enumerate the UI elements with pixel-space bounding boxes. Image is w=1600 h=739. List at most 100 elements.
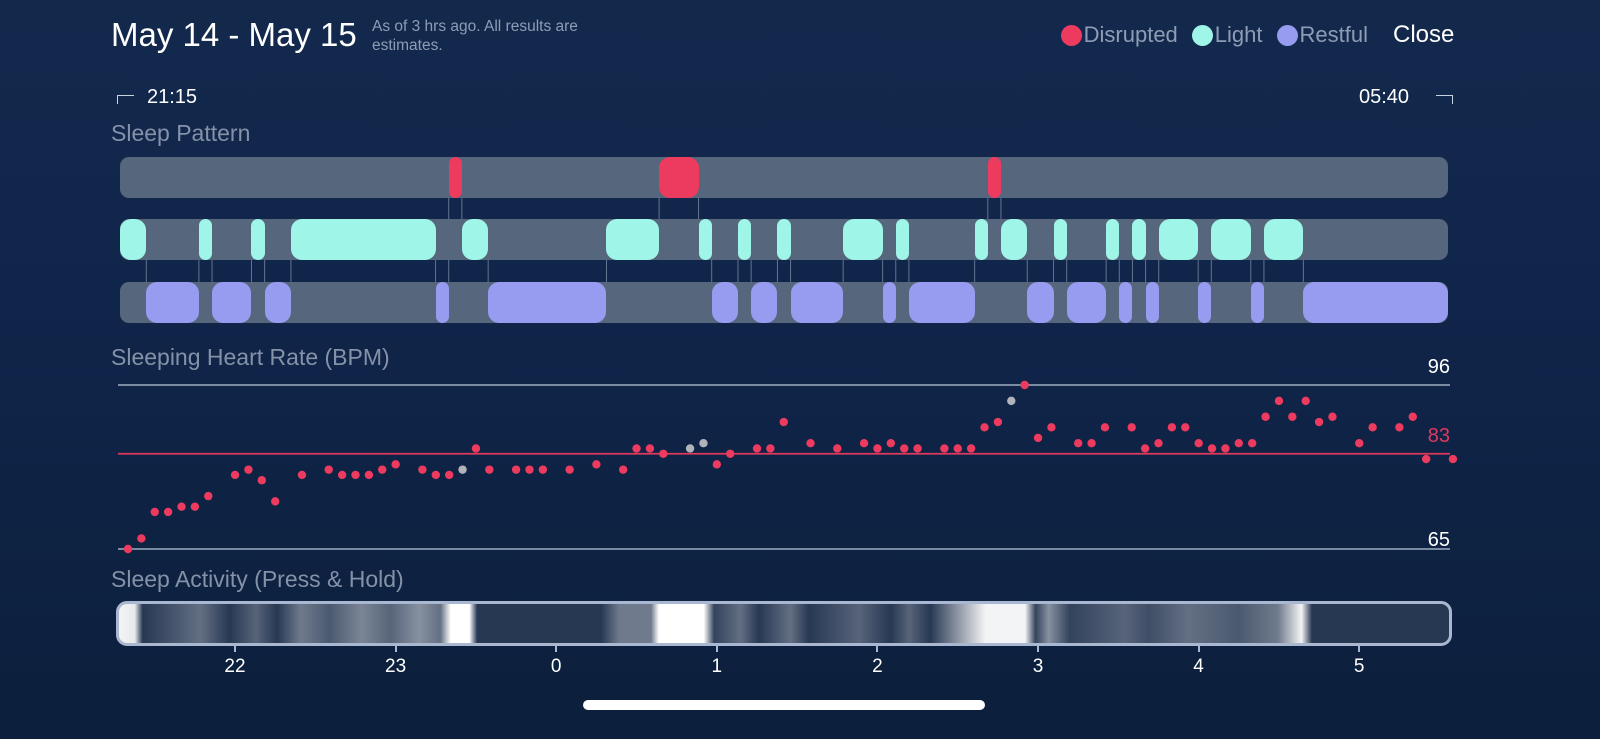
legend-restful: Restful bbox=[1276, 22, 1368, 48]
heart-rate-point bbox=[980, 423, 989, 432]
heart-rate-point bbox=[1395, 423, 1404, 432]
heart-rate-point bbox=[1047, 423, 1056, 432]
page-title: May 14 - May 15 bbox=[111, 16, 357, 53]
heart-rate-point bbox=[806, 438, 815, 448]
heart-rate-point bbox=[1181, 423, 1190, 432]
ref-label-96: 96 bbox=[1427, 356, 1450, 378]
segment-light bbox=[606, 219, 660, 260]
disrupted-track bbox=[120, 157, 1448, 198]
segment-light bbox=[777, 219, 791, 260]
heart-rate-point bbox=[592, 460, 601, 469]
heart-rate-point bbox=[752, 444, 762, 453]
legend-label: Disrupted bbox=[1083, 22, 1178, 47]
segment-restful bbox=[146, 282, 199, 323]
heart-rate-point bbox=[565, 465, 574, 474]
heart-rate-point bbox=[1007, 396, 1016, 406]
segment-light bbox=[290, 219, 436, 260]
restful-dot-icon bbox=[1276, 24, 1298, 46]
heart-rate-point bbox=[1167, 423, 1177, 432]
estimate-note: As of 3 hrs ago. All results are estimat… bbox=[372, 18, 578, 54]
heart-rate-point bbox=[418, 465, 427, 474]
segment-light bbox=[1263, 219, 1304, 260]
heart-rate-point bbox=[913, 444, 922, 453]
end-time: 05:40 bbox=[1359, 86, 1410, 108]
segment-restful bbox=[751, 282, 778, 323]
heart-rate-point bbox=[190, 502, 200, 511]
segment-light bbox=[974, 219, 988, 260]
legend-disrupted: Disrupted bbox=[1060, 22, 1178, 48]
heart-rate-point bbox=[230, 470, 240, 480]
axis-tick-label: 3 bbox=[1032, 656, 1044, 677]
segment-disrupted bbox=[987, 157, 1001, 198]
heart-rate-point bbox=[1301, 396, 1310, 406]
legend-light: Light bbox=[1191, 22, 1263, 48]
heart-rate-point bbox=[1328, 412, 1337, 421]
heart-rate-point bbox=[1247, 438, 1257, 448]
segment-light bbox=[198, 219, 213, 260]
heart-rate-point bbox=[659, 449, 668, 458]
ref-label-83: 83 bbox=[1427, 425, 1450, 447]
heart-rate-point bbox=[1448, 454, 1458, 464]
segment-restful bbox=[882, 282, 896, 323]
heart-rate-point bbox=[431, 470, 440, 480]
heart-rate-point bbox=[618, 465, 628, 474]
heart-rate-point bbox=[257, 476, 267, 485]
axis-tick bbox=[1197, 644, 1200, 652]
segment-light bbox=[895, 219, 909, 260]
segment-restful bbox=[435, 282, 449, 323]
segment-restful bbox=[1066, 282, 1107, 323]
axis-tick-label: 1 bbox=[711, 656, 723, 677]
heart-rate-point bbox=[1221, 444, 1230, 453]
close-button[interactable]: Close bbox=[1393, 21, 1455, 48]
heart-rate-title: Sleeping Heart Rate (BPM) bbox=[111, 344, 390, 370]
light-dot-icon bbox=[1191, 24, 1213, 46]
heart-rate-point bbox=[1421, 454, 1431, 464]
segment-light bbox=[1158, 219, 1199, 260]
heart-rate-point bbox=[1194, 438, 1203, 448]
segment-light bbox=[698, 219, 712, 260]
heart-rate-point bbox=[337, 470, 347, 480]
restful-track bbox=[120, 282, 1448, 323]
heart-rate-point bbox=[150, 507, 159, 517]
heart-rate-point bbox=[1074, 438, 1083, 448]
heart-rate-point bbox=[1087, 438, 1096, 448]
heart-rate-point bbox=[351, 470, 360, 480]
segment-restful bbox=[1145, 282, 1159, 323]
home-indicator[interactable] bbox=[583, 700, 985, 710]
heart-rate-point bbox=[1154, 438, 1163, 448]
axis-tick bbox=[394, 644, 397, 652]
heart-rate-point bbox=[1100, 423, 1110, 432]
sleep-activity-bar[interactable] bbox=[116, 601, 1452, 646]
segment-restful bbox=[1027, 282, 1054, 323]
heart-rate-point bbox=[163, 507, 173, 517]
heart-rate-point bbox=[632, 444, 641, 453]
axis-tick bbox=[234, 644, 236, 652]
light-track bbox=[120, 219, 1448, 260]
heart-rate-point bbox=[391, 460, 400, 469]
heart-rate-point bbox=[458, 465, 467, 474]
segment-light bbox=[1132, 219, 1146, 260]
segment-light bbox=[1000, 219, 1028, 260]
heart-rate-point bbox=[177, 502, 186, 511]
segment-restful bbox=[488, 282, 607, 323]
segment-restful bbox=[1119, 282, 1133, 323]
heart-rate-point bbox=[378, 465, 387, 474]
segment-restful bbox=[212, 282, 252, 323]
heart-rate-point bbox=[271, 497, 280, 506]
heart-rate-point bbox=[123, 544, 133, 554]
segment-disrupted bbox=[659, 157, 699, 198]
end-bracket-icon bbox=[1436, 95, 1453, 104]
heart-rate-point bbox=[511, 465, 521, 474]
legend-label: Light bbox=[1214, 22, 1263, 47]
legend-label: Restful bbox=[1299, 22, 1368, 47]
segment-light bbox=[251, 219, 265, 260]
heart-rate-point bbox=[699, 438, 708, 448]
segment-restful bbox=[264, 282, 291, 323]
heart-rate-point bbox=[833, 444, 842, 453]
heart-rate-point bbox=[953, 444, 962, 453]
heart-rate-point bbox=[1033, 433, 1043, 443]
ref-label-65: 65 bbox=[1427, 529, 1450, 551]
heart-rate-point bbox=[538, 465, 548, 474]
axis-tick bbox=[876, 644, 879, 652]
